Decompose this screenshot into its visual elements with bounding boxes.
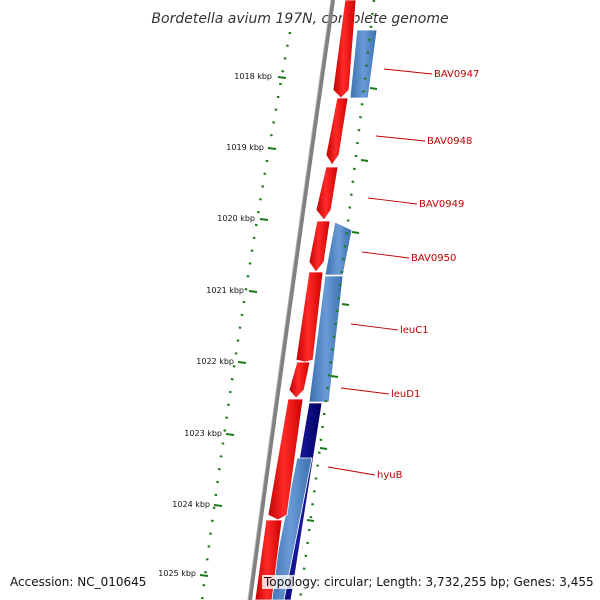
kbp-tick [237,361,247,364]
gene-red-7 [267,398,304,521]
leader-line [383,68,433,75]
kbp-tick [259,218,269,221]
gene-red-1 [332,0,357,99]
gene-label: hyuB [377,470,403,481]
gene-labels: BAV0947 BAV0948 BAV0949 BAV0950 leuC1 le… [377,69,479,481]
leader-line [375,135,426,142]
kbp-label: 1024 kbp [172,500,210,509]
kbp-label: 1021 kbp [206,286,244,295]
kbp-label: 1023 kbp [184,429,222,438]
forward-strand-genes [254,0,357,600]
genome-backbone [248,0,335,600]
gene-red-5 [295,271,324,363]
topology-text: Topology: circular; Length: 3,732,255 bp… [262,575,596,589]
kbp-tick [267,147,277,150]
kbp-tick [277,76,287,79]
leader-line [367,197,418,205]
kbp-labels: 1018 kbp 1019 kbp 1020 kbp 1021 kbp 1022… [158,72,272,578]
gene-leuC1 [308,275,344,403]
gene-label: leuC1 [400,325,429,336]
gene-label: BAV0947 [434,69,479,80]
kbp-label: 1018 kbp [234,72,272,81]
leader-line [350,323,399,331]
kbp-label: 1025 kbp [158,569,196,578]
kbp-label: 1020 kbp [217,214,255,223]
leader-line [340,387,390,395]
kbp-tick [199,574,209,577]
gene-label: leuD1 [391,389,420,400]
genome-backbone-highlight [247,0,332,600]
gene-BAV0947 [349,29,378,99]
kbp-tick [225,433,235,436]
kbp-label: 1022 kbp [196,357,234,366]
inner-major-ticks [306,87,378,522]
gene-label-leaders [327,68,433,476]
kbp-tick [213,504,223,507]
gene-red-4 [308,220,331,273]
accession-text: Accession: NC_010645 [10,575,147,589]
leader-line [361,251,410,259]
kbp-ticks [199,76,287,577]
kbp-tick [248,290,258,293]
gene-BAV0950 [324,221,353,276]
gene-label: BAV0949 [419,199,464,210]
gene-red-3 [315,166,339,221]
map-title: Bordetella avium 197N, complete genome [151,11,448,27]
leader-line [327,466,376,476]
kbp-label: 1019 kbp [226,143,264,152]
gene-red-6 [288,361,311,399]
gene-red-2 [325,97,349,166]
reverse-strand-genes [267,29,378,600]
gene-red-8 [254,519,283,600]
gene-label: BAV0948 [427,136,472,147]
gene-label: BAV0950 [411,253,456,264]
